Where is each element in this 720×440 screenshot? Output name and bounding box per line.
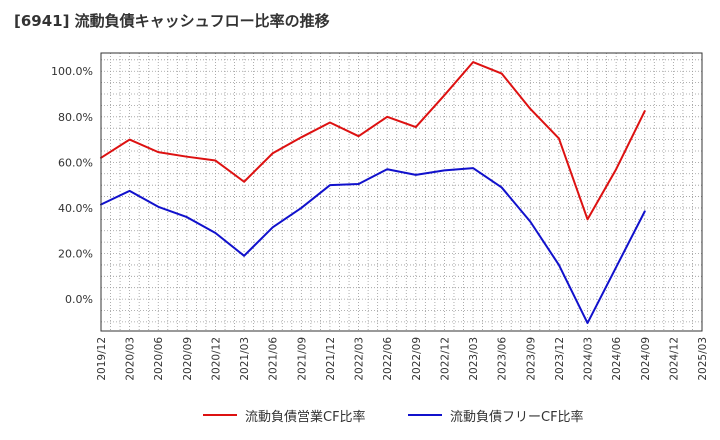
x-tick-label: 2023/03 [468, 337, 480, 381]
x-tick-label: 2023/12 [554, 337, 566, 381]
x-tick-label: 2019/12 [96, 337, 108, 381]
x-tick-label: 2025/03 [697, 337, 709, 381]
plot-frame [100, 52, 703, 332]
series-line-free-cf [100, 167, 646, 325]
series-line-operating-cf [100, 61, 646, 221]
x-tick-label: 2023/06 [497, 337, 509, 381]
legend-label-free-cf: 流動負債フリーCF比率 [450, 409, 584, 425]
x-tick-label: 2024/09 [640, 337, 652, 381]
legend-item-free-cf: 流動負債フリーCF比率 [408, 403, 584, 427]
x-tick-label: 2024/12 [668, 337, 680, 381]
legend-swatch-operating-cf [203, 414, 237, 416]
x-tick-label: 2024/03 [583, 337, 595, 381]
x-tick-label: 2021/09 [296, 337, 308, 381]
y-tick-label: 20.0% [58, 248, 93, 261]
x-tick-label: 2022/12 [439, 337, 451, 381]
plot-background [101, 53, 702, 331]
x-axis-ticks: 2019/12 2020/03 2020/06 2020/09 2020/12 2021/… [96, 337, 709, 381]
x-tick-label: 2020/06 [153, 337, 165, 381]
legend-label-operating-cf: 流動負債営業CF比率 [245, 409, 366, 425]
y-axis-ticks: 100.0% 80.0% 60.0% 40.0% 20.0% 0.0% [51, 65, 93, 306]
x-tick-label: 2022/06 [382, 337, 394, 381]
y-tick-label: 60.0% [58, 156, 93, 169]
legend-item-operating-cf: 流動負債営業CF比率 [203, 403, 366, 427]
x-tick-label: 2022/09 [411, 337, 423, 381]
y-tick-label: 80.0% [58, 111, 93, 124]
x-tick-label: 2023/09 [525, 337, 537, 381]
x-tick-label: 2024/06 [611, 337, 623, 381]
series-lines [100, 61, 646, 325]
x-tick-label: 2021/03 [239, 337, 251, 381]
x-tick-label: 2021/12 [325, 337, 337, 381]
legend: 流動負債営業CF比率 流動負債フリーCF比率 [0, 403, 720, 427]
x-tick-label: 2021/06 [268, 337, 280, 381]
legend-swatch-free-cf [408, 414, 442, 416]
chart-title: [6941] 流動負債キャッシュフロー比率の推移 [14, 12, 330, 30]
y-tick-label: 100.0% [51, 65, 93, 78]
x-tick-label: 2022/03 [354, 337, 366, 381]
grid-lines [101, 53, 702, 331]
x-tick-label: 2020/03 [125, 337, 137, 381]
y-tick-label: 40.0% [58, 202, 93, 215]
y-tick-label: 0.0% [65, 293, 93, 306]
x-tick-label: 2020/12 [210, 337, 222, 381]
x-tick-label: 2020/09 [182, 337, 194, 381]
